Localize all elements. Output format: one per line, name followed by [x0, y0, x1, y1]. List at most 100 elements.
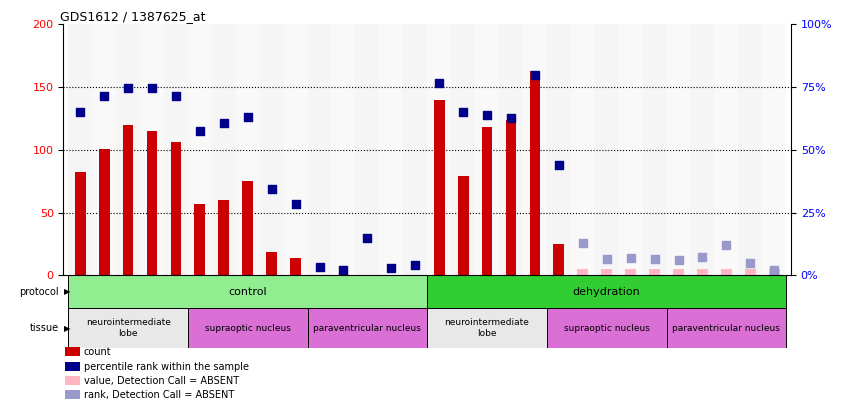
Point: [385, 264, 398, 271]
Bar: [212, 24, 236, 275]
Bar: [308, 24, 332, 275]
Bar: [92, 24, 116, 275]
Point: [74, 109, 87, 115]
Bar: [266, 252, 277, 275]
Bar: [218, 200, 229, 275]
Bar: [308, 308, 427, 348]
Bar: [673, 269, 684, 275]
Text: supraoptic nucleus: supraoptic nucleus: [205, 324, 291, 333]
Bar: [667, 308, 786, 348]
Point: [193, 128, 206, 134]
Text: count: count: [84, 347, 112, 357]
Bar: [195, 204, 206, 275]
Text: tissue: tissue: [30, 323, 59, 333]
Text: paraventricular nucleus: paraventricular nucleus: [673, 324, 780, 333]
Point: [600, 256, 613, 262]
Bar: [625, 269, 636, 275]
Bar: [188, 308, 308, 348]
Text: ▶: ▶: [64, 324, 71, 333]
Bar: [739, 24, 762, 275]
Bar: [146, 131, 157, 275]
Point: [288, 200, 302, 207]
Point: [672, 257, 685, 264]
Bar: [643, 24, 667, 275]
Bar: [434, 100, 445, 275]
Bar: [260, 24, 283, 275]
Bar: [595, 24, 618, 275]
Bar: [427, 24, 451, 275]
Text: percentile rank within the sample: percentile rank within the sample: [84, 362, 249, 371]
Bar: [769, 269, 780, 275]
Bar: [171, 142, 181, 275]
Point: [121, 85, 135, 92]
Point: [767, 267, 781, 274]
Bar: [451, 24, 475, 275]
Bar: [506, 120, 516, 275]
Point: [456, 109, 470, 115]
Bar: [530, 71, 541, 275]
Bar: [69, 24, 92, 275]
Bar: [602, 269, 613, 275]
Bar: [762, 24, 786, 275]
Bar: [697, 269, 708, 275]
Bar: [290, 258, 301, 275]
Text: supraoptic nucleus: supraoptic nucleus: [563, 324, 650, 333]
Bar: [499, 24, 523, 275]
Point: [432, 80, 446, 87]
Point: [481, 111, 494, 118]
Point: [97, 93, 111, 99]
Bar: [553, 244, 564, 275]
Point: [504, 115, 518, 122]
Point: [648, 256, 662, 262]
Bar: [667, 24, 690, 275]
Bar: [745, 269, 755, 275]
Text: dehydration: dehydration: [573, 287, 640, 296]
Point: [552, 162, 566, 168]
Bar: [99, 149, 109, 275]
Bar: [721, 269, 732, 275]
Bar: [427, 308, 547, 348]
Bar: [242, 181, 253, 275]
Bar: [714, 24, 739, 275]
Bar: [547, 308, 667, 348]
Bar: [404, 24, 427, 275]
Point: [360, 234, 374, 241]
Bar: [523, 24, 547, 275]
Bar: [69, 275, 427, 308]
Point: [169, 93, 183, 99]
Point: [695, 254, 709, 260]
Text: ▶: ▶: [64, 287, 71, 296]
Point: [337, 267, 350, 274]
Point: [528, 71, 541, 78]
Text: control: control: [228, 287, 267, 296]
Bar: [69, 308, 188, 348]
Point: [720, 242, 733, 249]
Bar: [188, 24, 212, 275]
Bar: [74, 173, 85, 275]
Point: [241, 114, 255, 120]
Text: protocol: protocol: [19, 287, 59, 296]
Point: [217, 120, 231, 127]
Bar: [475, 24, 499, 275]
Text: value, Detection Call = ABSENT: value, Detection Call = ABSENT: [84, 376, 239, 386]
Bar: [427, 275, 786, 308]
Point: [744, 260, 757, 266]
Bar: [123, 125, 134, 275]
Bar: [283, 24, 308, 275]
Point: [624, 255, 637, 261]
Bar: [140, 24, 164, 275]
Text: rank, Detection Call = ABSENT: rank, Detection Call = ABSENT: [84, 390, 234, 400]
Bar: [338, 274, 349, 275]
Bar: [355, 24, 379, 275]
Bar: [164, 24, 188, 275]
Bar: [379, 24, 404, 275]
Point: [576, 239, 590, 246]
Bar: [116, 24, 140, 275]
Bar: [458, 176, 469, 275]
Bar: [332, 24, 355, 275]
Text: paraventricular nucleus: paraventricular nucleus: [314, 324, 421, 333]
Bar: [236, 24, 260, 275]
Point: [313, 263, 327, 270]
Bar: [618, 24, 643, 275]
Text: neurointermediate
lobe: neurointermediate lobe: [445, 318, 530, 338]
